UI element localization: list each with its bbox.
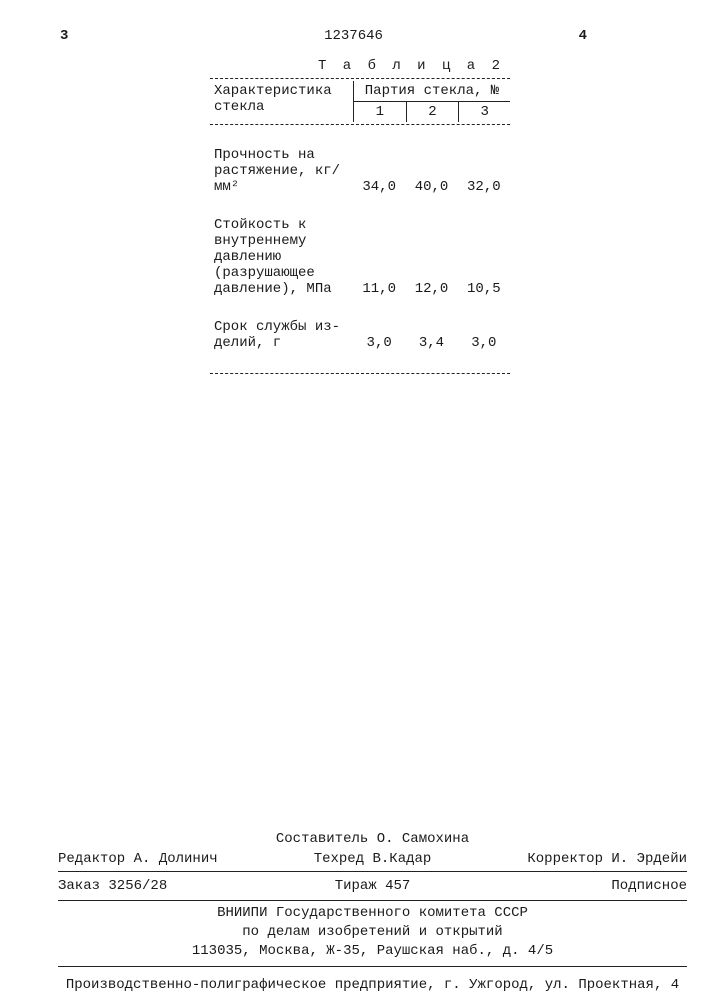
rule-footer-1: [58, 871, 687, 872]
cell: 3,0: [353, 317, 405, 353]
subcol-3: 3: [459, 102, 510, 123]
subcol-1: 1: [354, 102, 407, 123]
row-label: Стойкость к внутреннему давлению (разруш…: [210, 215, 353, 299]
table-caption: Т а б л и ц а 2: [210, 58, 510, 74]
table-row: Срок службы из-делий, г 3,0 3,4 3,0: [210, 317, 510, 353]
rule-mid: [210, 124, 510, 125]
press-line: Производственно-полиграфическое предприя…: [58, 977, 687, 993]
rule-bottom: [210, 373, 510, 374]
editor-line: Редактор А. Долинич: [58, 850, 268, 868]
order-number: Заказ 3256/28: [58, 878, 268, 894]
row-label: Прочность на растяжение, кг/мм²: [210, 145, 353, 197]
document-number: 1237646: [0, 28, 707, 44]
footer: Составитель О. Самохина Редактор А. Доли…: [58, 830, 687, 993]
cell: 3,4: [405, 317, 457, 353]
cell: 12,0: [405, 215, 457, 299]
rule-footer-2: [58, 900, 687, 901]
group-label: Партия стекла, №: [354, 81, 511, 102]
page: 3 1237646 4 Т а б л и ц а 2 Характеристи…: [0, 0, 707, 1000]
techred-line: Техред В.Кадар: [268, 850, 478, 868]
cell: 40,0: [405, 145, 457, 197]
table-body: Прочность на растяжение, кг/мм² 34,0 40,…: [210, 127, 510, 371]
page-number-right: 4: [579, 28, 587, 44]
data-table: Т а б л и ц а 2 Характеристика стекла Па…: [210, 58, 510, 376]
compiler-line: Составитель О. Самохина: [58, 830, 687, 848]
col-label: Характеристика стекла: [210, 81, 354, 122]
cell: 11,0: [353, 215, 405, 299]
org-block: ВНИИПИ Государственного комитета СССРпо …: [58, 904, 687, 961]
table-header: Характеристика стекла Партия стекла, № 1…: [210, 81, 510, 122]
podpisnoe: Подписное: [477, 878, 687, 894]
table-row: Прочность на растяжение, кг/мм² 34,0 40,…: [210, 145, 510, 197]
rule-footer-3: [58, 966, 687, 967]
subcol-2: 2: [406, 102, 459, 123]
cell: 32,0: [458, 145, 510, 197]
table-row: Стойкость к внутреннему давлению (разруш…: [210, 215, 510, 299]
cell: 34,0: [353, 145, 405, 197]
cell: 3,0: [458, 317, 510, 353]
rule-top: [210, 78, 510, 79]
tirazh: Тираж 457: [268, 878, 478, 894]
corrector-line: Корректор И. Эрдейи: [477, 850, 687, 868]
row-label: Срок службы из-делий, г: [210, 317, 353, 353]
cell: 10,5: [458, 215, 510, 299]
